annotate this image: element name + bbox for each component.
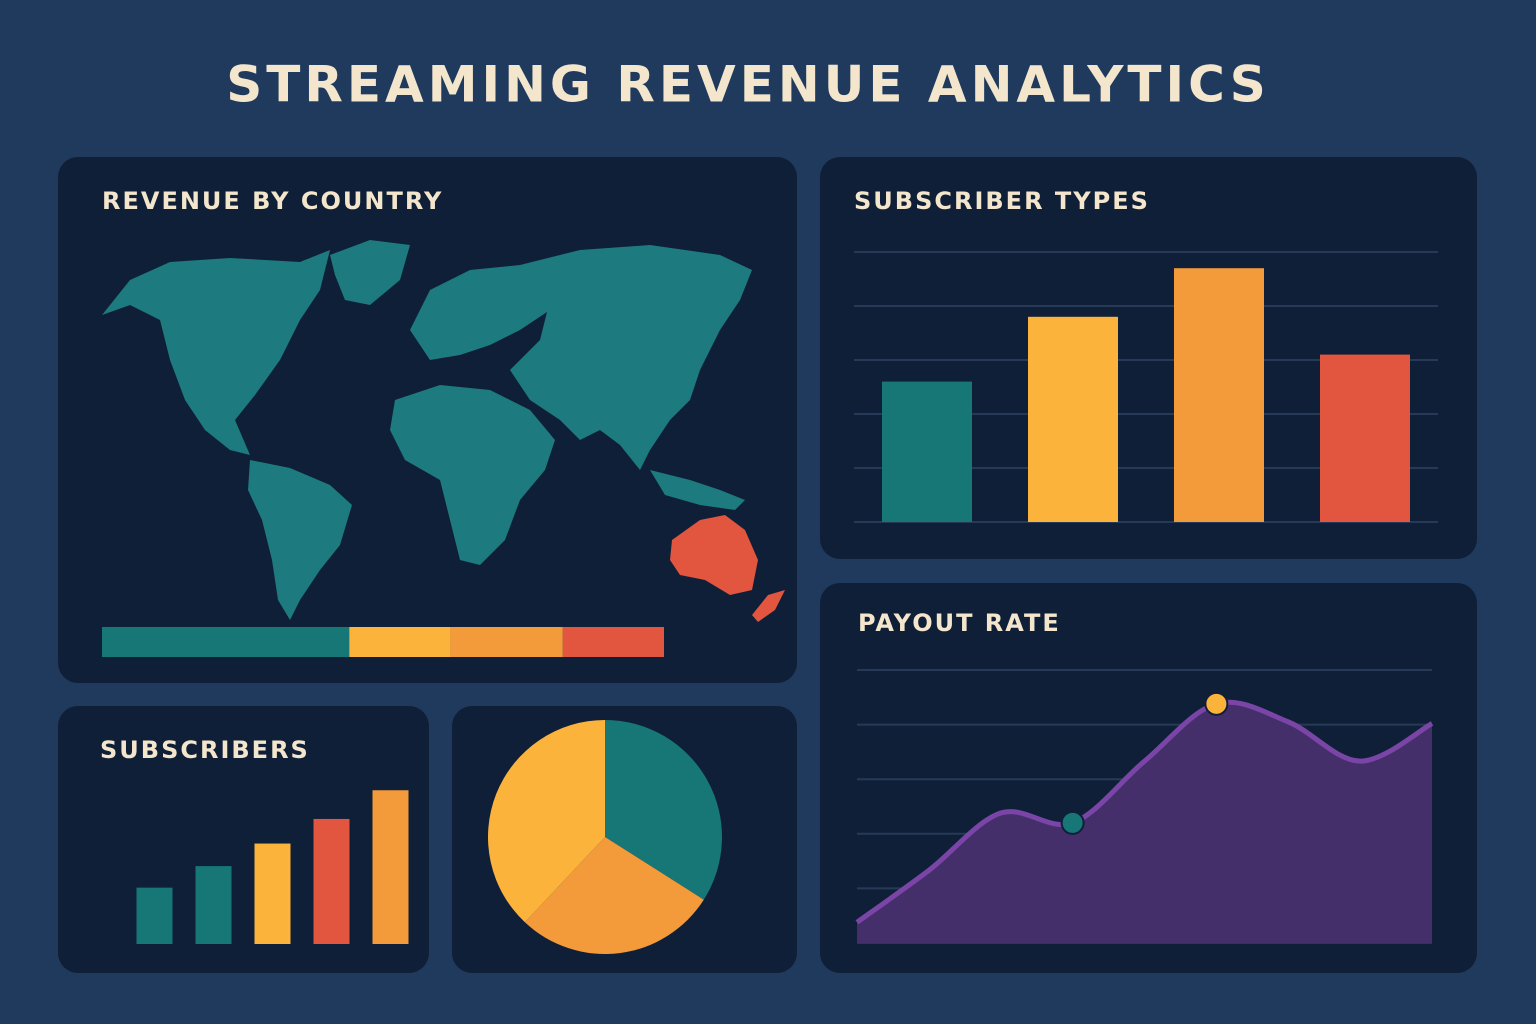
bar: [254, 843, 291, 944]
pie-slice: [488, 720, 605, 923]
area: [857, 702, 1432, 943]
bar: [1174, 268, 1264, 522]
panel-title: SUBSCRIBERS: [100, 736, 310, 764]
pie-slice: [605, 720, 722, 900]
australia: [670, 515, 758, 595]
panel-title: REVENUE BY COUNTRY: [102, 187, 443, 215]
point-marker: [1204, 691, 1229, 716]
africa: [390, 385, 555, 565]
south-america: [248, 460, 352, 620]
panel: [820, 157, 1477, 559]
bar: [1320, 354, 1410, 522]
panel-title: PAYOUT RATE: [858, 609, 1061, 637]
bar: [313, 818, 350, 944]
europe: [410, 265, 560, 360]
bar-segment: [102, 627, 350, 657]
bar: [1028, 316, 1118, 522]
asia: [510, 245, 752, 470]
point-marker: [1060, 810, 1085, 835]
panel-title: SUBSCRIBER TYPES: [854, 187, 1150, 215]
bar: [882, 381, 972, 522]
new-zealand: [752, 590, 785, 622]
world-map: [102, 240, 785, 622]
bar: [372, 790, 409, 944]
pie-slice: [524, 837, 704, 955]
bar-segment: [562, 627, 664, 657]
line: [855, 699, 1434, 925]
bar: [136, 887, 173, 944]
greenland: [330, 240, 410, 305]
southeast-asia: [650, 470, 745, 510]
bar: [195, 866, 232, 944]
bar-segment: [450, 627, 563, 657]
bar-segment: [349, 627, 451, 657]
north-america: [102, 250, 330, 455]
dashboard-title: STREAMING REVENUE ANALYTICS: [226, 56, 1270, 114]
